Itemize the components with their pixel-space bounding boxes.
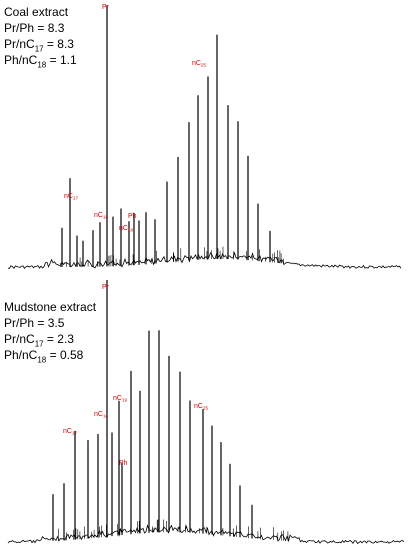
mudstone-info: Mudstone extract Pr/Ph = 3.5 Pr/nC17 = 2… (4, 299, 97, 365)
coal-ratio-2: Ph/nC18 = 1.1 (4, 53, 77, 70)
coal-peak-label-5: nC25 (192, 60, 206, 68)
coal-ratio-1: Pr/nC17 = 8.3 (4, 37, 74, 54)
coal-extract-panel: nC17 Pr nC18 Ph nC18 nC25 Coal extract Pr/Ph … (4, 4, 402, 269)
mudstone-peak-label-1: Pr (102, 284, 110, 291)
mudstone-title: Mudstone extract (4, 300, 97, 314)
coal-peak-label-3: Ph (128, 213, 137, 220)
mudstone-chromatogram: nC17 Pr nC18 nC19 Ph nC25 (7, 280, 405, 544)
mudstone-peak-label-5: nC25 (194, 403, 208, 411)
coal-ratio-0: Pr/Ph = 8.3 (4, 21, 65, 35)
mudstone-peak-label-2: nC18 (94, 411, 108, 419)
mudstone-ratio-1: Pr/nC17 = 2.3 (4, 332, 74, 349)
mudstone-extract-panel: nC17 Pr nC18 nC19 Ph nC25 Mudstone extract Pr… (0, 280, 410, 550)
coal-peak-label-4: nC18 (119, 225, 133, 233)
mudstone-ratio-0: Pr/Ph = 3.5 (4, 316, 65, 330)
coal-peak-label-2: nC18 (94, 212, 108, 220)
mudstone-ratio-2: Ph/nC18 = 0.58 (4, 348, 84, 365)
coal-chromatogram: nC17 Pr nC18 Ph nC18 nC25 (7, 4, 402, 269)
mudstone-peak-label-4: Ph (119, 460, 128, 467)
mudstone-peak-label-3: nC19 (113, 395, 127, 403)
coal-title: Coal extract (4, 5, 69, 19)
coal-peak-label-1: Pr (102, 4, 110, 11)
mudstone-peak-label-0: nC17 (63, 428, 77, 436)
mudstone-baseline-trace (7, 524, 405, 544)
coal-info: Coal extract Pr/Ph = 8.3 Pr/nC17 = 8.3 P… (4, 4, 77, 70)
coal-peak-label-0: nC17 (64, 193, 78, 201)
